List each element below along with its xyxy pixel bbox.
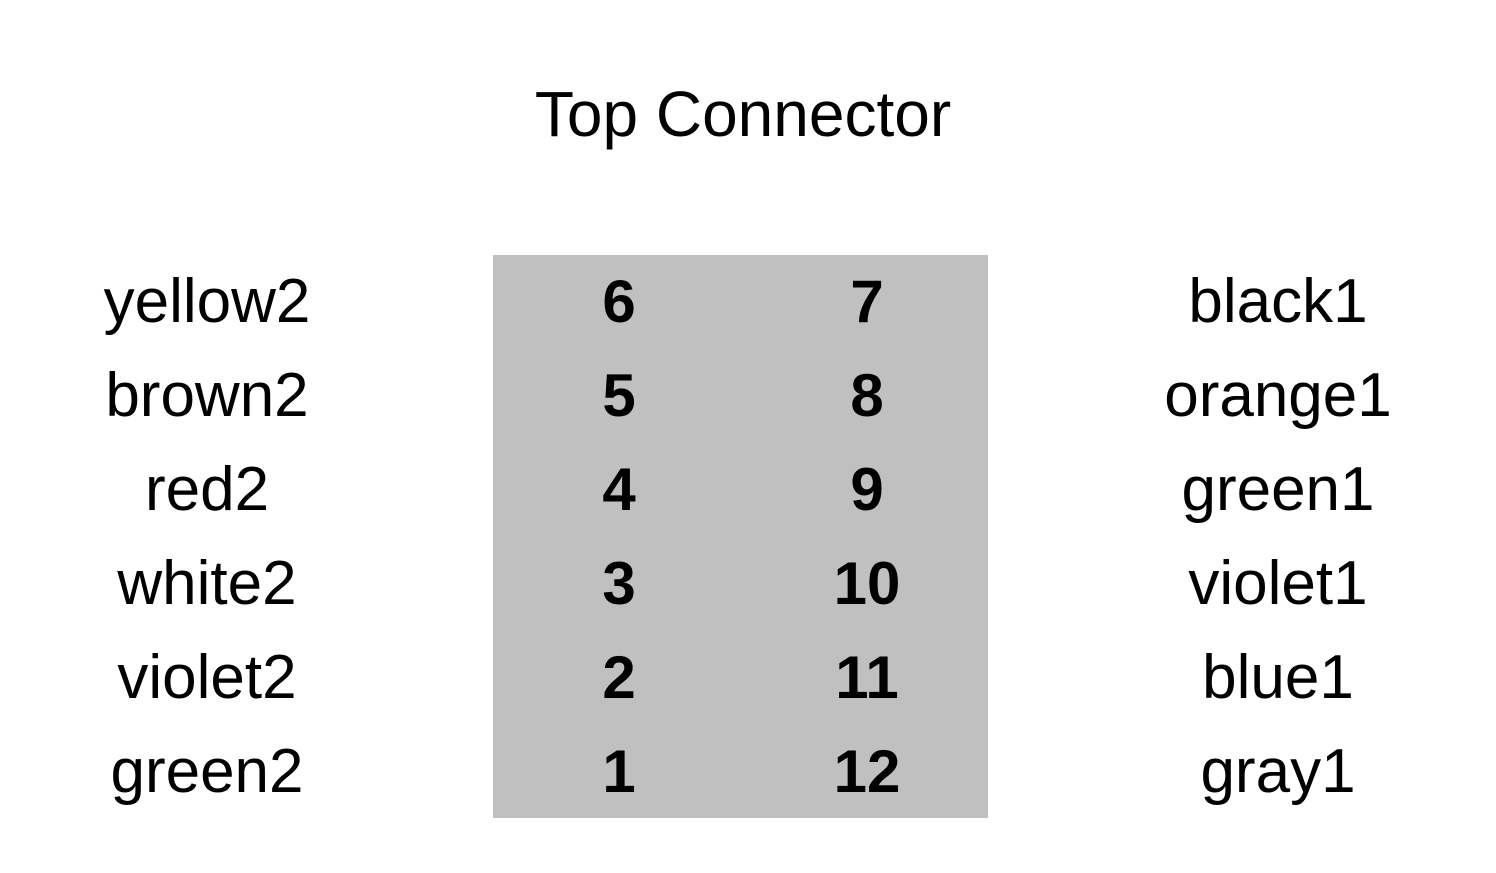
wire-label: orange1: [1164, 361, 1392, 430]
pin-number: 7: [850, 268, 884, 335]
pin-number: 3: [602, 550, 636, 617]
pin-column-left: 6 5 4 3 2 1: [549, 255, 689, 819]
pin-column-right: 7 8 9 10 11 12: [797, 255, 937, 819]
pin-number: 12: [833, 738, 901, 805]
left-wire-labels: yellow2 brown2 red2 white2 violet2 green…: [60, 255, 354, 819]
wire-label: white2: [117, 549, 297, 618]
wire-label: red2: [144, 455, 270, 524]
wire-label: green1: [1181, 455, 1375, 524]
wire-label: violet2: [117, 643, 297, 712]
wire-label: brown2: [105, 361, 309, 430]
pin-number: 11: [835, 644, 899, 711]
connector-pin-block: 6 5 4 3 2 1 7 8 9 10 11 12: [493, 255, 988, 818]
wire-label: gray1: [1200, 737, 1356, 806]
pin-number: 10: [833, 550, 901, 617]
right-wire-labels: black1 orange1 green1 violet1 blue1 gray…: [1130, 255, 1426, 819]
pin-number: 8: [850, 362, 884, 429]
pin-number: 9: [850, 456, 884, 523]
pin-number: 4: [602, 456, 636, 523]
wire-label: violet1: [1188, 549, 1368, 618]
wire-label: blue1: [1202, 643, 1354, 712]
wire-label: black1: [1188, 267, 1368, 336]
pin-number: 1: [602, 738, 636, 805]
pin-number: 2: [602, 644, 636, 711]
wire-label: yellow2: [103, 267, 311, 336]
pin-number: 6: [602, 268, 636, 335]
wire-label: green2: [110, 737, 304, 806]
diagram-title: Top Connector: [534, 78, 952, 150]
pin-number: 5: [602, 362, 636, 429]
